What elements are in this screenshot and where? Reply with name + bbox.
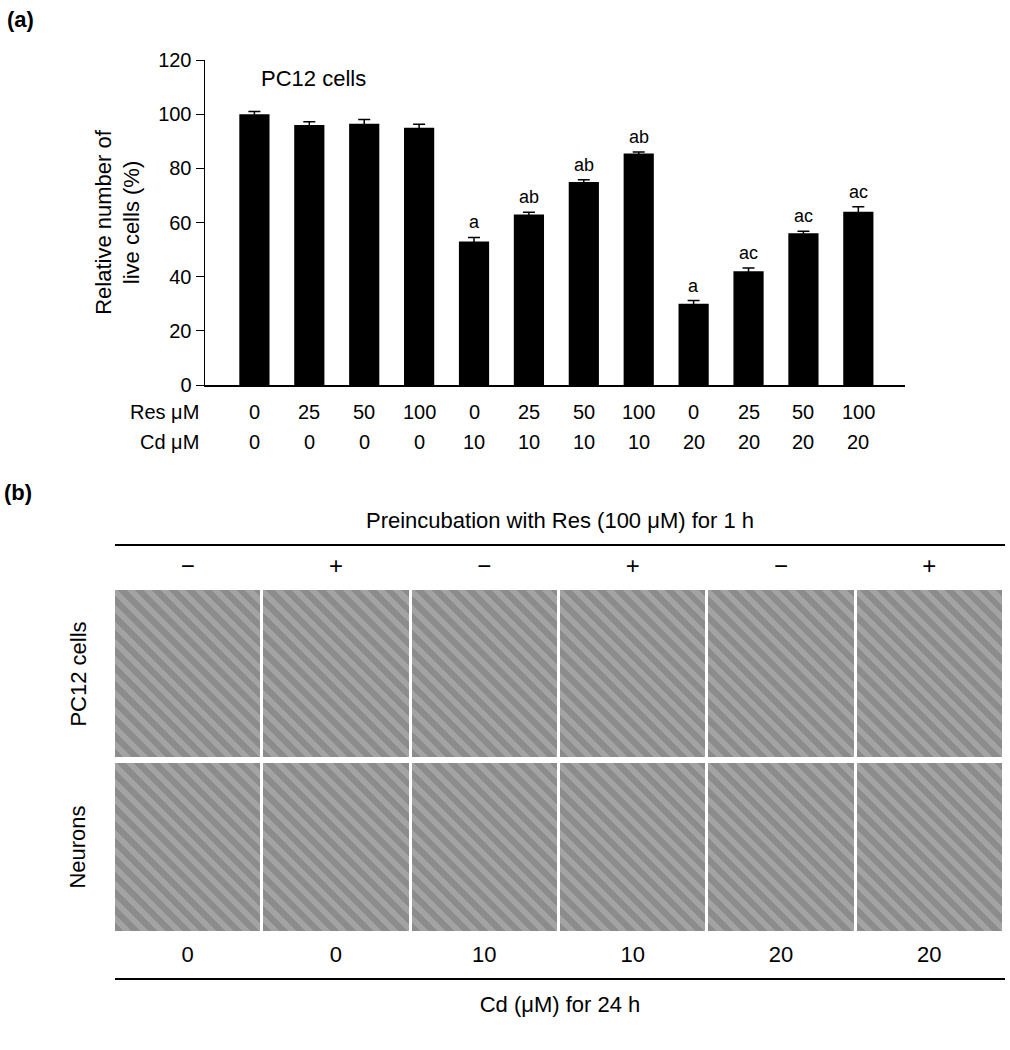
svg-text:Relative number oflive cells (: Relative number oflive cells (%) — [91, 129, 145, 315]
html-text:(b): (b) — [4, 480, 33, 505]
svg-text:0: 0 — [249, 431, 260, 453]
svg-text:0: 0 — [414, 431, 425, 453]
svg-text:ac: ac — [794, 206, 813, 226]
svg-text:0: 0 — [304, 431, 315, 453]
svg-text:25: 25 — [298, 401, 320, 423]
svg-text:100: 100 — [403, 401, 436, 423]
svg-text:80: 80 — [169, 157, 191, 179]
svg-text:20: 20 — [792, 431, 814, 453]
svg-text:25: 25 — [738, 401, 760, 423]
html-text:0: 0 — [181, 942, 194, 967]
svg-text:0: 0 — [249, 401, 260, 423]
svg-text:0: 0 — [359, 431, 370, 453]
svg-text:10: 10 — [573, 431, 595, 453]
svg-text:50: 50 — [573, 401, 595, 423]
svg-text:0: 0 — [469, 401, 480, 423]
html-text:0: 0 — [329, 942, 343, 967]
svg-text:10: 10 — [463, 431, 485, 453]
svg-text:a: a — [469, 212, 480, 232]
svg-text:100: 100 — [622, 401, 655, 423]
svg-text:(a): (a) — [7, 7, 34, 32]
svg-text:20: 20 — [683, 431, 705, 453]
svg-text:40: 40 — [169, 266, 191, 288]
svg-text:ab: ab — [629, 127, 649, 147]
svg-text:20: 20 — [738, 431, 760, 453]
html-text:20: 20 — [768, 942, 794, 967]
svg-text:25: 25 — [518, 401, 540, 423]
svg-text:10: 10 — [518, 431, 540, 453]
svg-text:20: 20 — [847, 431, 869, 453]
html-text:20: 20 — [917, 942, 942, 967]
svg-text:ac: ac — [739, 243, 758, 263]
html-text:Cd (μM) for 24 h: Cd (μM) for 24 h — [479, 992, 641, 1017]
svg-text:ac: ac — [849, 182, 868, 202]
svg-text:ab: ab — [519, 187, 539, 207]
html-text:Preincubation with Res (100 μM: Preincubation with Res (100 μM) for 1 h — [366, 508, 754, 533]
html-text:10: 10 — [620, 942, 645, 967]
svg-text:50: 50 — [792, 401, 814, 423]
html-text:10: 10 — [472, 942, 497, 967]
svg-text:100: 100 — [842, 401, 875, 423]
svg-text:100: 100 — [158, 103, 191, 125]
svg-text:a: a — [688, 276, 699, 296]
svg-text:20: 20 — [169, 320, 191, 342]
svg-text:0: 0 — [180, 374, 191, 396]
svg-text:0: 0 — [688, 401, 699, 423]
svg-text:60: 60 — [169, 212, 191, 234]
svg-text:10: 10 — [628, 431, 650, 453]
svg-text:Cd μM: Cd μM — [140, 431, 199, 453]
svg-text:PC12 cells: PC12 cells — [261, 66, 366, 91]
svg-text:50: 50 — [353, 401, 375, 423]
svg-text:ab: ab — [574, 155, 594, 175]
svg-text:120: 120 — [158, 49, 191, 71]
html-text:PC12 cells: PC12 cells — [65, 620, 90, 727]
html-text:Neurons: Neurons — [65, 805, 90, 889]
svg-text:Res μM: Res μM — [130, 401, 199, 423]
